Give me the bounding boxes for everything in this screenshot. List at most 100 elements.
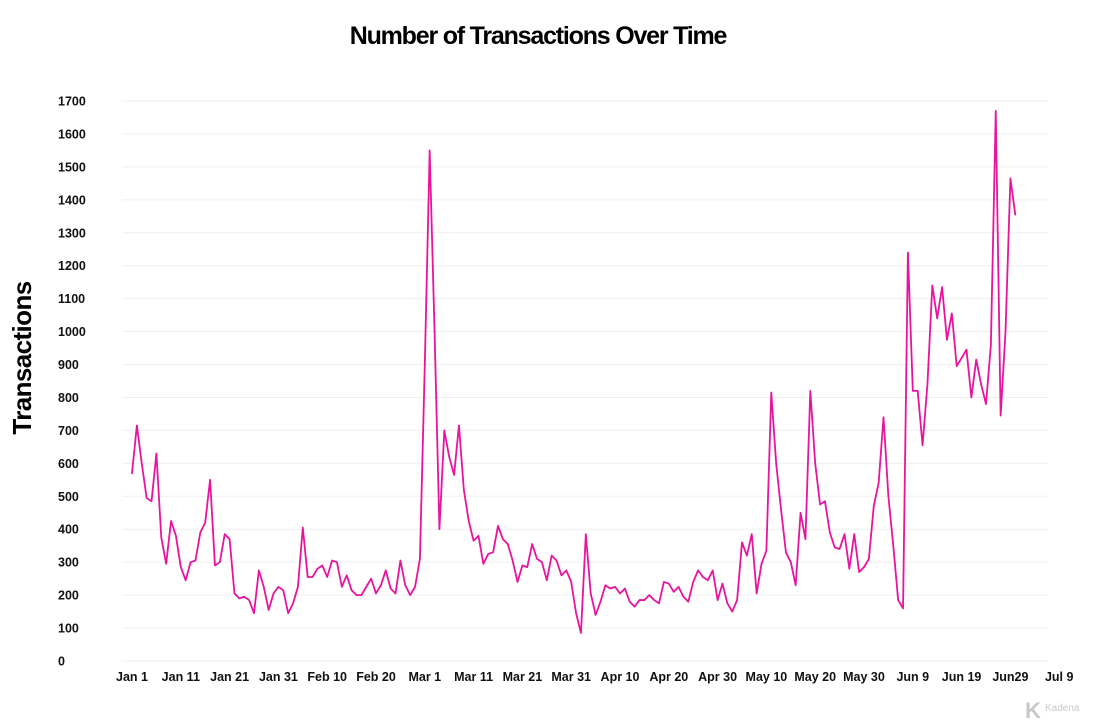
data-point (712, 569, 714, 572)
data-point (424, 363, 426, 366)
data-point (663, 581, 665, 583)
x-tick-label: Jan 31 (259, 670, 298, 684)
data-point (653, 599, 655, 601)
data-point (390, 587, 392, 590)
data-point (580, 632, 582, 634)
data-point (394, 592, 397, 595)
data-point (926, 383, 929, 385)
data-point (673, 591, 675, 593)
data-point (199, 531, 201, 534)
data-point (585, 533, 587, 535)
data-point (419, 558, 421, 560)
data-point (497, 525, 499, 527)
data-point (599, 601, 602, 603)
data-point (921, 444, 924, 446)
data-point (951, 312, 953, 315)
x-tick-label: May 30 (843, 670, 885, 684)
data-point (843, 533, 846, 535)
data-point (272, 592, 275, 595)
data-point (165, 563, 167, 565)
data-point (282, 589, 284, 591)
data-point (448, 456, 450, 458)
data-point (741, 541, 743, 544)
data-point (785, 551, 787, 553)
y-tick-label: 0 (58, 655, 65, 669)
data-point (487, 553, 489, 555)
data-point (380, 584, 382, 586)
data-point (316, 568, 319, 570)
data-point (189, 561, 192, 563)
data-point (131, 472, 133, 474)
data-point (326, 576, 328, 578)
y-tick-label: 700 (58, 424, 79, 438)
data-point (136, 424, 138, 427)
data-point (360, 594, 362, 596)
data-point (658, 602, 660, 604)
data-point (692, 581, 694, 583)
data-point (609, 587, 611, 590)
x-tick-label: Jan 11 (162, 670, 200, 684)
data-point (473, 540, 475, 542)
y-tick-label: 500 (58, 490, 79, 504)
data-point (170, 520, 172, 522)
data-point (668, 582, 670, 585)
data-point (263, 586, 265, 588)
data-point (590, 592, 592, 595)
data-point (194, 559, 197, 562)
y-axis-ticks: 0 100 200 300 400 500 600 700 800 900 1000 1100 1200… (58, 95, 86, 669)
data-point (961, 357, 963, 359)
data-point (492, 551, 494, 553)
data-point (565, 569, 567, 572)
data-point (233, 592, 236, 595)
y-tick-label: 1600 (58, 127, 86, 141)
x-tick-label: Mar 21 (503, 670, 543, 684)
x-tick-label: Mar 11 (454, 670, 493, 684)
data-point (1009, 177, 1012, 180)
data-point (560, 574, 563, 576)
x-tick-label: Apr 30 (698, 670, 737, 684)
data-point (809, 390, 811, 392)
data-point (141, 462, 143, 464)
data-point (385, 569, 387, 572)
data-point (677, 586, 680, 588)
data-point (848, 568, 850, 570)
data-point (268, 609, 270, 611)
x-tick-label: Jun 9 (896, 670, 929, 684)
data-point (507, 543, 509, 545)
data-point (370, 578, 372, 580)
data-point (839, 548, 841, 550)
data-point (751, 533, 753, 535)
data-point (575, 612, 577, 614)
data-point (604, 584, 606, 586)
gridlines (122, 100, 1048, 662)
data-point (248, 599, 250, 601)
data-point (878, 482, 880, 484)
data-point (726, 602, 728, 604)
data-point (297, 586, 299, 588)
data-point (409, 594, 411, 596)
data-point (917, 390, 919, 392)
data-point (1004, 330, 1007, 333)
x-tick-label: Mar 1 (408, 670, 441, 684)
data-point (629, 601, 631, 603)
data-point (477, 535, 480, 537)
data-point (995, 110, 997, 112)
data-point (238, 597, 240, 600)
data-point (311, 576, 314, 578)
data-point (526, 566, 528, 568)
x-tick-label: Jan 21 (210, 670, 249, 684)
series-layer (131, 109, 1017, 634)
data-point (756, 592, 758, 595)
data-point (375, 592, 377, 595)
data-point (804, 538, 807, 540)
data-point (214, 564, 216, 567)
y-axis-label: Transactions (7, 281, 37, 434)
data-point (541, 561, 543, 563)
data-point (1014, 214, 1016, 216)
data-point (638, 599, 641, 601)
data-point (912, 390, 914, 392)
data-point (404, 584, 406, 586)
x-tick-label: Apr 20 (649, 670, 688, 684)
data-point (863, 566, 865, 568)
